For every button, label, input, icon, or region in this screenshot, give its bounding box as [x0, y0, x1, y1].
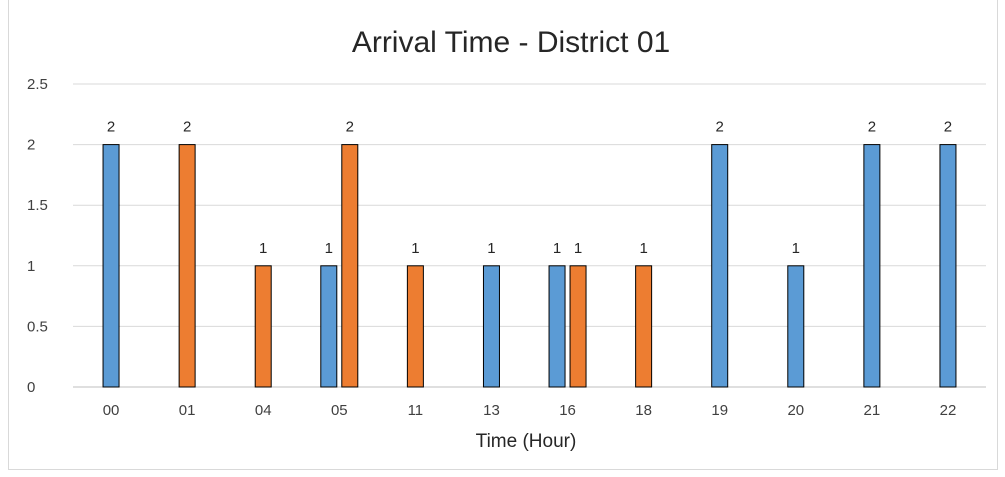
- bar-05-series-1: [320, 265, 338, 388]
- bar-01-series-2: [178, 144, 196, 388]
- y-axis-ticks: 0 0.5 1 1.5 2 2.5: [27, 76, 48, 396]
- data-label: 1: [487, 240, 495, 257]
- data-label: 1: [639, 240, 647, 257]
- data-label: 1: [325, 240, 333, 257]
- x-tick-label: 19: [711, 402, 728, 419]
- bar-19-series-1: [711, 144, 729, 388]
- x-tick-label: 20: [787, 402, 804, 419]
- data-label: 2: [107, 119, 115, 136]
- data-label: 2: [944, 119, 952, 136]
- bar-16-series-2: [569, 265, 587, 388]
- x-tick-label: 22: [940, 402, 957, 419]
- y-tick-label: 1: [27, 258, 35, 275]
- x-tick-label: 18: [635, 402, 652, 419]
- y-tick-label: 0.5: [27, 318, 48, 335]
- chart-frame: Arrival Time - District 01 0 0.5 1 1.5 2 2.5 …: [8, 0, 998, 470]
- data-label: 2: [868, 119, 876, 136]
- bar-18-series-2: [635, 265, 653, 388]
- data-label: 1: [553, 240, 561, 257]
- bars: [102, 144, 957, 388]
- data-label: 1: [792, 240, 800, 257]
- x-axis-ticks: 00 01 04 05 11 13 16 18 19 20 21 22: [103, 402, 957, 419]
- data-label: 2: [716, 119, 724, 136]
- bar-11-series-2: [406, 265, 424, 388]
- bar-16-series-1: [548, 265, 566, 388]
- x-axis-title: Time (Hour): [476, 431, 577, 452]
- data-label: 2: [346, 119, 354, 136]
- x-tick-label: 16: [559, 402, 576, 419]
- bar-20-series-1: [787, 265, 805, 388]
- y-tick-label: 2: [27, 137, 35, 154]
- x-tick-label: 01: [179, 402, 196, 419]
- bar-04-series-2: [254, 265, 272, 388]
- bar-21-series-1: [863, 144, 881, 388]
- y-tick-label: 2.5: [27, 76, 48, 93]
- x-tick-label: 05: [331, 402, 348, 419]
- bar-22-series-1: [939, 144, 957, 388]
- data-label: 1: [574, 240, 582, 257]
- data-label: 2: [183, 119, 191, 136]
- data-label: 1: [259, 240, 267, 257]
- x-tick-label: 11: [408, 402, 424, 419]
- x-tick-label: 04: [255, 402, 272, 419]
- gridlines: [73, 83, 986, 388]
- x-tick-label: 13: [483, 402, 500, 419]
- y-tick-label: 1.5: [27, 197, 48, 214]
- chart-title: Arrival Time - District 01: [352, 26, 670, 59]
- x-tick-label: 21: [864, 402, 881, 419]
- y-tick-label: 0: [27, 379, 35, 396]
- data-label: 1: [411, 240, 419, 257]
- x-tick-label: 00: [103, 402, 120, 419]
- bar-chart: Arrival Time - District 01 00.511.522.5 …: [27, 26, 986, 452]
- bar-00-series-1: [102, 144, 120, 388]
- bar-05-series-2: [341, 144, 359, 388]
- bar-13-series-1: [482, 265, 500, 388]
